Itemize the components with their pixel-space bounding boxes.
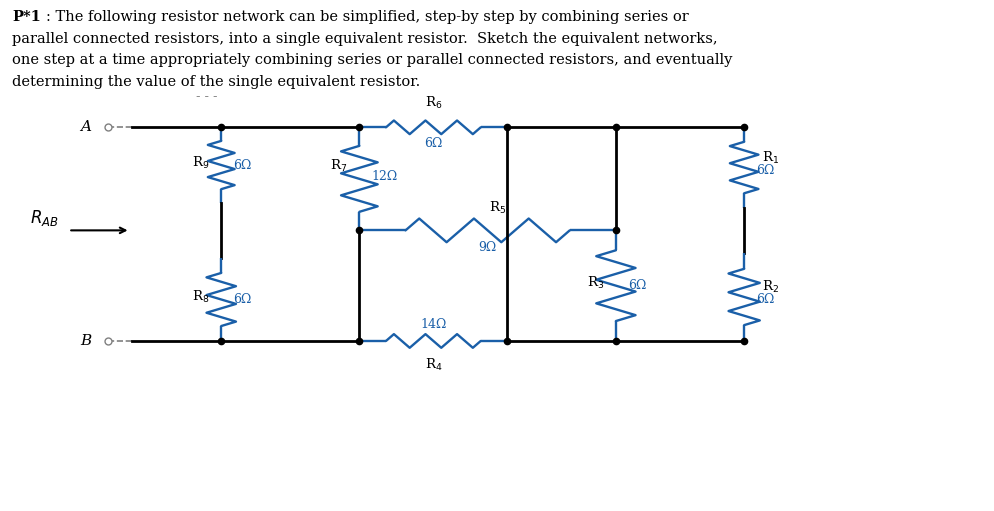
Text: $R_{AB}$: $R_{AB}$ bbox=[30, 208, 59, 228]
Text: R$_1$: R$_1$ bbox=[761, 149, 778, 166]
Text: R$_8$: R$_8$ bbox=[192, 289, 209, 305]
Text: parallel connected resistors, into a single equivalent resistor.  Sketch the equ: parallel connected resistors, into a sin… bbox=[12, 32, 717, 46]
Text: R$_3$: R$_3$ bbox=[586, 275, 603, 291]
Text: P*1: P*1 bbox=[12, 10, 41, 24]
Text: one step at a time appropriately combining series or parallel connected resistor: one step at a time appropriately combini… bbox=[12, 54, 732, 67]
Text: A: A bbox=[80, 120, 90, 134]
Text: 6Ω: 6Ω bbox=[627, 279, 645, 292]
Text: R$_2$: R$_2$ bbox=[761, 279, 778, 295]
Text: R$_4$: R$_4$ bbox=[424, 357, 441, 373]
Text: 6Ω: 6Ω bbox=[233, 158, 251, 172]
Text: 12Ω: 12Ω bbox=[371, 170, 397, 183]
Text: R$_6$: R$_6$ bbox=[424, 95, 441, 111]
Text: : The following resistor network can be simplified, step-by step by combining se: : The following resistor network can be … bbox=[46, 10, 688, 24]
Text: determining the value of the single equivalent resistor.: determining the value of the single equi… bbox=[12, 75, 419, 89]
Text: 6Ω: 6Ω bbox=[233, 293, 251, 306]
Text: R$_9$: R$_9$ bbox=[192, 154, 209, 171]
Text: 6Ω: 6Ω bbox=[755, 293, 773, 306]
Text: B: B bbox=[80, 334, 90, 348]
Text: 14Ω: 14Ω bbox=[419, 318, 446, 331]
Text: R$_7$: R$_7$ bbox=[330, 158, 347, 174]
Text: - - -: - - - bbox=[196, 89, 217, 103]
Text: 9Ω: 9Ω bbox=[478, 241, 496, 254]
Text: 6Ω: 6Ω bbox=[423, 137, 442, 150]
Text: 6Ω: 6Ω bbox=[755, 164, 773, 176]
Text: R$_5$: R$_5$ bbox=[488, 200, 506, 216]
